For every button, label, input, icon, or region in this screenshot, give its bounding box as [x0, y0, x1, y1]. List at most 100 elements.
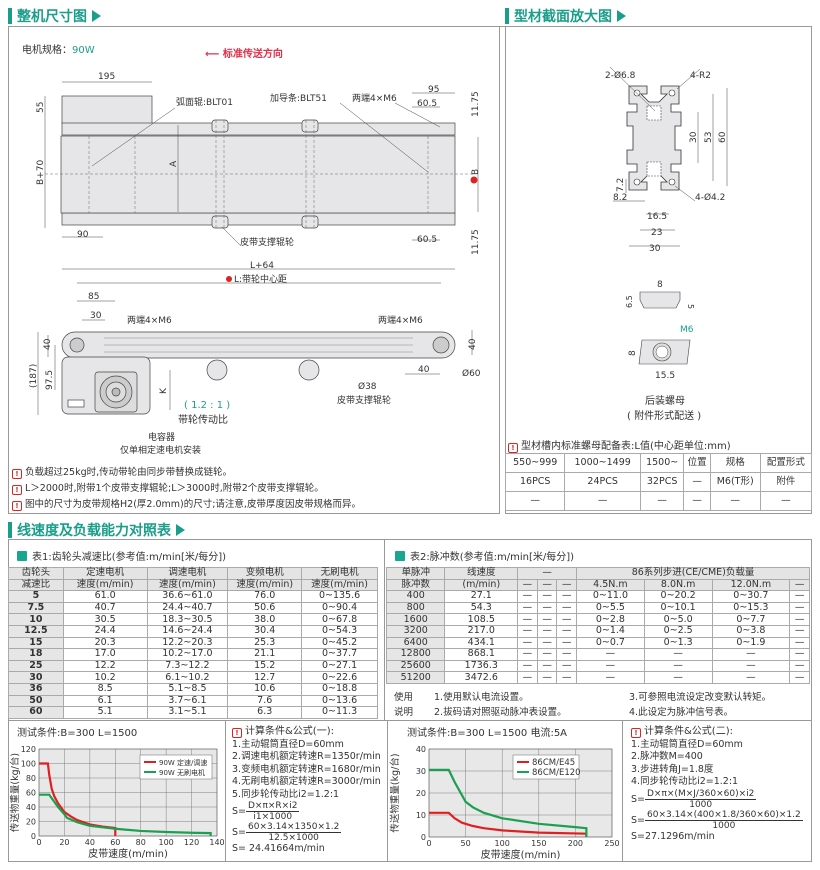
motor-box — [61, 95, 153, 125]
column-header: 速度(m/min) — [301, 578, 378, 592]
direction-text: 标准传送方向 — [222, 49, 283, 60]
motor-spec-label: 电机规格： — [22, 45, 72, 56]
dim-195: 195 — [98, 72, 115, 82]
dim-53: 53 — [704, 132, 714, 143]
dim-95: 95 — [428, 85, 439, 95]
table2-title-text: 表2:脉冲数(参考值:m/min[米/每分]) — [410, 552, 575, 563]
table-cell: 24PCS — [564, 472, 641, 492]
dim-16-5: 16.5 — [647, 212, 667, 222]
table-cell: — — [759, 491, 813, 511]
table-cell: 25.3 — [227, 636, 303, 650]
belt-body — [60, 135, 456, 214]
formula-1: ! 计算条件&公式(一): 1.主动辊筒直径D=60mm 2.调速电机额定转速R=… — [232, 726, 381, 856]
table-cell: 12.5 — [8, 624, 64, 638]
table-cell: — — [517, 671, 538, 684]
denominator: i1×1000 — [253, 812, 293, 822]
dim-8: 8 — [657, 280, 663, 290]
legend-label: 86CM/E45 — [532, 758, 575, 768]
section-title-text: 整机尺寸图 — [17, 9, 87, 25]
table-row: 60 5.1 3.1~5.1 6.3 0~11.3 — [8, 706, 378, 719]
table-cell: — — [643, 648, 713, 661]
nut-name: 后装螺母 — [645, 394, 685, 407]
table-cell: — — [517, 590, 538, 603]
table2: 单脉冲 线速度 —86系列步进(CE/CME)负载量 脉冲数 (m/min) — — —4.5… — [385, 567, 810, 684]
x-tick-label: 80 — [136, 838, 146, 847]
numerator: 60×3.14×1350×1.2 — [246, 822, 342, 833]
direction-label: ⟵ 标准传送方向 — [205, 49, 283, 60]
x-tick-label: 150 — [531, 839, 546, 848]
column-header: — — [517, 567, 578, 580]
x-tick-label: 60 — [110, 838, 120, 847]
column-header: 速度(m/min) — [62, 578, 148, 592]
table-cell: M6(T形) — [709, 472, 761, 492]
table-cell: — — [789, 636, 810, 650]
arrow-icon — [176, 524, 185, 536]
dim-6-5: 6.5 — [625, 295, 634, 308]
column-header: — — [536, 578, 558, 592]
table-cell: 3200 — [385, 624, 446, 638]
table-row: 400 27.1— — —0~11.0 0~20.2 0~30.7— — [385, 590, 810, 603]
table-cell: 36 — [8, 682, 64, 696]
section-title-speed-load: 线速度及负载能力对照表 — [8, 520, 185, 540]
column-header: 减速比 — [8, 578, 64, 592]
column-header: 定速电机 — [62, 567, 148, 580]
usage-note-4: 4.此设定为脉冲信号表。 — [629, 707, 734, 718]
formula1-line: 4.无刷电机额定转速R=3000r/min — [232, 776, 381, 787]
formula1-line: 1.主动辊筒直径D=60mm — [232, 738, 344, 750]
table2-title: 表2:脉冲数(参考值:m/min[米/每分]) — [395, 548, 574, 563]
legend — [139, 754, 213, 780]
table-cell: 60 — [8, 706, 64, 719]
profile-drawing: 2-Ø6.8 4-R2 30 53 60 7.2 8.2 4-Ø4.2 16.5… — [605, 66, 728, 422]
denominator: 1000 — [712, 820, 736, 831]
table-cell: 25600 — [385, 659, 446, 673]
nut-table-title-text: 型材槽内标准螺母配备表:L值(中心距单位:mm) — [521, 441, 731, 452]
table-cell: — — [517, 648, 538, 661]
table-icon — [17, 550, 27, 561]
table-cell: 0~20.2 — [643, 590, 713, 603]
column-header: 1500~ — [639, 453, 685, 473]
y-tick-label: 30 — [416, 767, 426, 776]
table-header-row: 单脉冲 线速度 —86系列步进(CE/CME)负载量 — [385, 567, 810, 580]
numerator: D×π×(M×J/360×60)×i2 — [645, 788, 757, 800]
formula2-fraction: 60×3.14×(400×1.8/360×60)×1.2 1000 — [645, 810, 803, 831]
table-cell: 0~11.0 — [576, 590, 645, 603]
dimension-panel — [8, 26, 500, 514]
formula1-line: 2.调速电机额定转速R=1350r/min — [232, 751, 381, 762]
table-cell: 868.1 — [444, 648, 519, 661]
table-cell: 7.6 — [227, 694, 303, 708]
section-title-text: 型材截面放大图 — [514, 9, 612, 25]
support-roller-label: 皮带支撑辊轮 — [337, 394, 391, 406]
x-axis-label: 皮带速度(m/min) — [88, 847, 168, 860]
dim-k: K — [159, 387, 169, 394]
motor-spec: 电机规格：90W — [22, 41, 95, 56]
dim-60: 60 — [718, 131, 728, 143]
y-tick-label: 60 — [26, 789, 36, 798]
profile-panel — [505, 26, 812, 514]
table-cell: 217.0 — [444, 624, 519, 638]
column-header: 位置 — [683, 453, 711, 473]
table-cell: — — [789, 648, 810, 661]
table-cell: — — [556, 671, 578, 684]
table-cell: 0~90.4 — [301, 601, 378, 615]
formula2-result: S=27.1296m/min — [631, 830, 715, 842]
arc-roller-label: 弧面辊:BLT01 — [176, 96, 233, 108]
dim-5: 5 — [686, 304, 695, 309]
x-tick-label: 250 — [604, 839, 619, 848]
conveyor-drawing: 195 55 B+70 90 弧面辊:BLT01 A 加导条:BLT51 两端4… — [29, 72, 481, 456]
table-row: — — — — — — — [504, 491, 813, 511]
warning-icon: ! — [508, 443, 518, 453]
table-cell: 10 — [8, 613, 64, 626]
table-cell: 10.6 — [227, 682, 303, 696]
table-cell: — — [556, 648, 578, 661]
table-cell: 0~30.7 — [711, 590, 791, 603]
table-cell: 18.3~30.5 — [146, 613, 229, 626]
table-cell: 0~7.7 — [711, 613, 791, 626]
dim-15-5: 15.5 — [655, 371, 675, 381]
column-header: 1000~1499 — [564, 453, 641, 473]
formula1-title: 计算条件&公式(一): — [245, 726, 334, 737]
x-tick-label: 100 — [495, 839, 510, 848]
divider — [8, 539, 812, 540]
table-cell: — — [576, 648, 645, 661]
table-cell: 0~54.3 — [301, 624, 378, 638]
formula2-title: 计算条件&公式(二): — [644, 726, 733, 737]
